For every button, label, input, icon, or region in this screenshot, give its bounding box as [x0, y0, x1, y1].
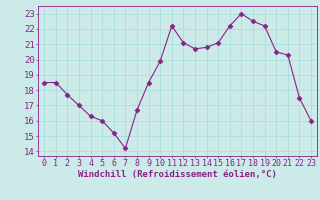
X-axis label: Windchill (Refroidissement éolien,°C): Windchill (Refroidissement éolien,°C) [78, 170, 277, 179]
